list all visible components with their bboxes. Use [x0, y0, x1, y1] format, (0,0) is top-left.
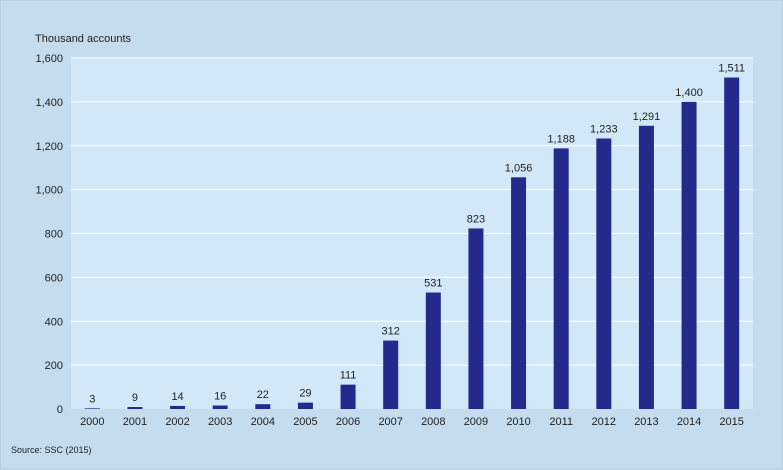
gridlines: [71, 57, 753, 366]
bar-2007: [383, 340, 399, 409]
x-tick-label: 2006: [336, 416, 360, 428]
bar-2000: [84, 408, 100, 409]
x-axis-ticks: 2000 2001 2002 2003 2004 2005 2006 2007 2008 2009…: [80, 416, 744, 428]
x-tick-label: 2002: [165, 416, 189, 428]
y-axis-ticks: 0 200 400 600 800 1,000 1,200 1,400 1,600: [35, 53, 63, 416]
bar-2008: [425, 292, 441, 409]
bar-2003: [212, 405, 228, 409]
bar-2013: [638, 125, 654, 410]
data-label: 22: [257, 389, 269, 401]
y-tick-label: 400: [45, 316, 63, 328]
x-tick-label: 2004: [251, 416, 275, 428]
data-label: 1,188: [547, 133, 575, 145]
bar-2011: [553, 148, 569, 409]
bar-2015: [724, 77, 740, 409]
y-axis-label: Thousand accounts: [35, 33, 132, 45]
bar-2002: [170, 405, 186, 409]
bar-2005: [297, 402, 313, 409]
x-tick-label: 2003: [208, 416, 232, 428]
data-label: 823: [467, 213, 485, 225]
data-label: 1,511: [718, 63, 745, 75]
x-tick-label: 2014: [677, 416, 701, 428]
data-label: 531: [424, 278, 442, 290]
data-label: 312: [382, 326, 400, 338]
data-labels: 3 9 14 16 22 29 111 312 531 823 1,056 1,188 1,233 1,2…: [89, 63, 745, 406]
bar-2014: [681, 101, 697, 409]
bar-2010: [511, 177, 527, 409]
x-tick-label: 2001: [123, 416, 147, 428]
bar-2012: [596, 138, 612, 409]
bar-2009: [468, 228, 484, 409]
data-label: 16: [214, 390, 226, 402]
x-tick-label: 2009: [464, 416, 488, 428]
bar-2004: [255, 404, 271, 409]
x-tick-label: 2013: [634, 416, 658, 428]
data-label: 3: [89, 393, 95, 405]
source-note: Source: SSC (2015): [11, 445, 92, 455]
y-tick-label: 800: [45, 229, 63, 241]
x-tick-label: 2000: [80, 416, 104, 428]
x-tick-label: 2005: [293, 416, 317, 428]
x-tick-label: 2011: [549, 416, 573, 428]
bars: [84, 77, 740, 410]
data-label: 9: [132, 392, 138, 404]
y-tick-label: 1,000: [35, 185, 63, 197]
bar-2006: [340, 384, 356, 409]
y-tick-label: 600: [45, 272, 63, 284]
data-label: 29: [299, 388, 311, 400]
y-tick-label: 1,600: [35, 53, 63, 65]
x-tick-label: 2007: [378, 416, 402, 428]
y-tick-label: 1,200: [35, 141, 63, 153]
x-tick-label: 2015: [719, 416, 743, 428]
x-tick-label: 2008: [421, 416, 445, 428]
data-label: 111: [340, 370, 357, 382]
data-label: 1,233: [590, 124, 618, 136]
data-label: 14: [171, 391, 183, 403]
y-tick-label: 0: [57, 404, 63, 416]
y-tick-label: 1,400: [35, 97, 63, 109]
y-tick-label: 200: [45, 360, 63, 372]
data-label: 1,056: [505, 162, 533, 174]
bar-2001: [127, 407, 143, 409]
data-label: 1,291: [633, 111, 661, 123]
x-tick-label: 2012: [592, 416, 616, 428]
x-tick-label: 2010: [506, 416, 530, 428]
data-label: 1,400: [675, 87, 703, 99]
